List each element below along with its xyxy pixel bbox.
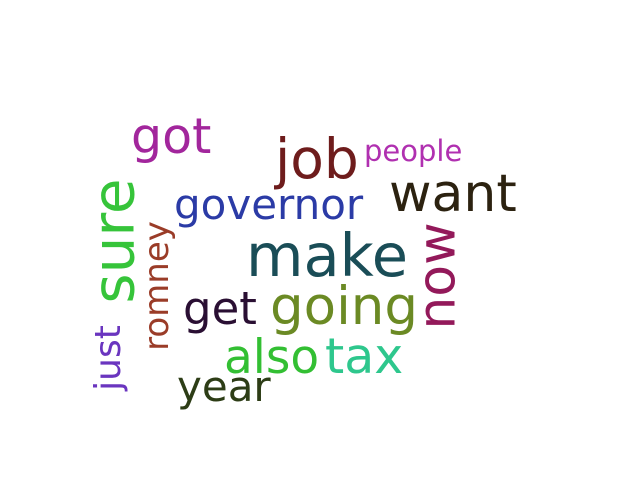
- word-romney: romney: [136, 221, 177, 351]
- word-want: want: [389, 164, 517, 224]
- word-sure: sure: [79, 178, 148, 304]
- word-job: job: [275, 127, 359, 191]
- word-people: people: [364, 134, 463, 168]
- word-make: make: [246, 221, 408, 290]
- word-got: got: [131, 108, 212, 165]
- word-also: also: [224, 330, 320, 385]
- word-year: year: [177, 362, 271, 411]
- word-just: just: [87, 325, 129, 391]
- word-tax: tax: [325, 328, 404, 385]
- word-get: get: [183, 282, 257, 335]
- word-governor: governor: [174, 180, 364, 229]
- word-now: now: [407, 222, 468, 330]
- word-going: going: [270, 276, 419, 337]
